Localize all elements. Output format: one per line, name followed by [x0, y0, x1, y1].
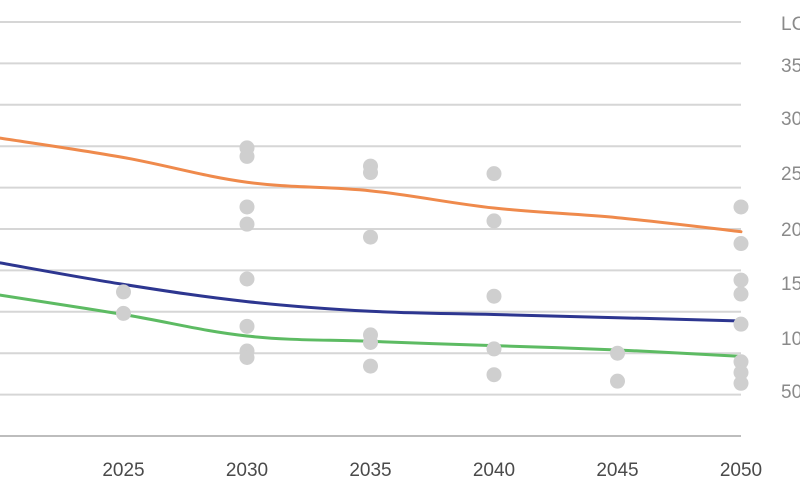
x-tick-label: 2045 [596, 460, 638, 481]
scatter-point [239, 148, 255, 164]
y-tick-label: 15 [781, 274, 800, 295]
scatter-point [733, 354, 749, 370]
scatter-point [733, 272, 749, 288]
x-tick-label: 2030 [226, 460, 268, 481]
scatter-point [239, 271, 255, 287]
scatter-point [733, 365, 749, 381]
y-tick-label: 50 [781, 382, 800, 403]
scatter-point [610, 373, 625, 389]
scatter-point [733, 286, 749, 302]
x-axis-ticks: 2025 2030 2035 2040 2045 2050 [102, 460, 762, 481]
y-tick-label: 25 [781, 164, 800, 185]
gridlines [0, 21, 741, 437]
y-tick-label: 35 [781, 56, 800, 77]
scatter-point [486, 213, 502, 229]
scatter-point [733, 316, 749, 332]
x-tick-label: 2025 [102, 460, 144, 481]
scatter-point [116, 305, 131, 321]
y-tick-label: 30 [781, 109, 800, 130]
x-tick-label: 2050 [720, 460, 762, 481]
scatter-point [610, 345, 625, 361]
x-tick-label: 2040 [473, 460, 515, 481]
y-axis-ticks: LC 35 30 25 20 15 10 50 [781, 14, 800, 403]
scatter-point [486, 367, 502, 383]
scatter-point [239, 199, 255, 215]
scatter-point [363, 229, 378, 245]
y-tick-label: 20 [781, 220, 800, 241]
y-tick-label: 10 [781, 329, 800, 350]
scatter-point [733, 236, 749, 252]
x-tick-label: 2035 [349, 460, 391, 481]
scatter-points [116, 140, 749, 391]
scatter-point [486, 166, 502, 182]
scatter-point [116, 284, 131, 300]
scatter-point [486, 341, 502, 357]
scatter-point [239, 350, 255, 366]
series-line-2 [0, 261, 743, 323]
scatter-point [486, 288, 502, 304]
series-line-1 [0, 136, 743, 234]
scatter-point [239, 216, 255, 232]
scatter-point [239, 318, 255, 334]
scatter-point [363, 165, 378, 181]
scatter-point [733, 199, 749, 215]
y-axis-title: LC [781, 14, 800, 35]
scatter-point [733, 375, 749, 391]
scatter-point [363, 334, 378, 350]
scatter-point [363, 358, 378, 374]
